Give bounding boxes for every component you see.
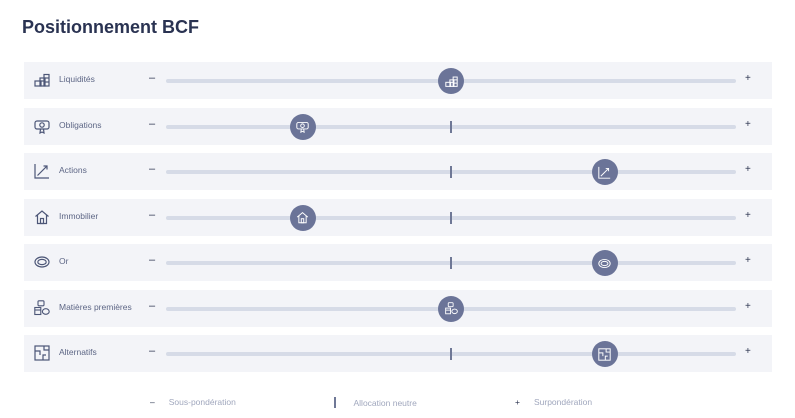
- coins-stack-icon: [444, 75, 458, 88]
- slider-knob[interactable]: [591, 250, 618, 276]
- legend-item-over: + Surpondération: [515, 397, 592, 407]
- minus-sign: –: [149, 208, 156, 221]
- plus-sign: +: [745, 164, 751, 175]
- plus-sign: +: [745, 73, 751, 84]
- legend: – Sous-pondération Allocation neutre + Sur…: [150, 397, 650, 411]
- plus-sign: +: [745, 346, 751, 357]
- allocation-row-immobilier: Immobilier – +: [24, 198, 772, 236]
- neutral-marker: [450, 211, 452, 224]
- slider-track: [166, 250, 736, 276]
- slider-knob[interactable]: [289, 113, 316, 140]
- bond-certificate-icon: [296, 120, 309, 133]
- neutral-marker: [450, 348, 452, 360]
- minus-sign: –: [149, 163, 156, 175]
- slider-track: [166, 204, 736, 231]
- slider-knob[interactable]: [438, 295, 464, 322]
- row-label: Alternatifs: [59, 347, 97, 357]
- minus-sign: –: [150, 397, 155, 407]
- slider-track: [166, 295, 736, 322]
- allocation-row-liquidites: Liquidités – +: [24, 62, 772, 99]
- slider-track: [166, 113, 736, 140]
- allocation-row-obligations: Obligations – +: [24, 107, 772, 145]
- slider-track: [166, 159, 736, 185]
- row-label: Immobilier: [59, 210, 99, 221]
- allocation-row-alternatifs: Alternatifs – +: [24, 335, 772, 372]
- neutral-marker: [450, 257, 452, 269]
- row-label: Actions: [59, 165, 87, 175]
- page-title: Positionnement BCF: [22, 17, 200, 37]
- slider-knob[interactable]: [438, 68, 464, 94]
- slider-track: [166, 68, 736, 94]
- row-label: Liquidités: [59, 74, 95, 84]
- neutral-marker: [450, 166, 452, 178]
- slider-knob[interactable]: [591, 159, 618, 185]
- neutral-marker: [450, 120, 452, 133]
- allocation-row-matieres-premieres: Matières premières – +: [24, 289, 772, 327]
- minus-sign: –: [149, 299, 156, 312]
- plus-sign: +: [745, 255, 751, 266]
- bond-certificate-icon: [34, 118, 50, 134]
- allocation-rows: Liquidités – + Obligations – + Actions –…: [24, 62, 772, 381]
- plus-sign: +: [745, 118, 751, 130]
- trend-up-icon: [34, 163, 50, 179]
- row-label: Matières premières: [59, 301, 132, 312]
- alternatives-icon: [598, 347, 612, 361]
- legend-label: Surpondération: [533, 397, 593, 407]
- trend-up-icon: [598, 166, 611, 179]
- plus-sign: +: [745, 300, 751, 312]
- neutral-marker: [334, 397, 336, 408]
- minus-sign: –: [149, 117, 156, 130]
- minus-sign: –: [149, 72, 156, 84]
- row-label: Obligations: [59, 119, 102, 130]
- house-icon: [34, 209, 50, 225]
- legend-item-under: – Sous-pondération: [150, 397, 236, 407]
- allocation-row-actions: Actions – +: [24, 153, 772, 190]
- commodities-icon: [444, 302, 458, 315]
- gold-ring-icon: [598, 257, 612, 270]
- coins-stack-icon: [34, 72, 50, 88]
- minus-sign: –: [149, 254, 156, 266]
- slider-track: [166, 341, 736, 367]
- legend-label: Allocation neutre: [353, 398, 417, 408]
- allocation-row-or: Or – +: [24, 244, 772, 281]
- legend-label: Sous-pondération: [168, 397, 236, 407]
- house-icon: [296, 211, 309, 224]
- plus-sign: +: [745, 209, 751, 221]
- slider-knob[interactable]: [289, 204, 316, 231]
- minus-sign: –: [149, 345, 156, 357]
- row-label: Or: [59, 256, 69, 266]
- commodities-icon: [34, 299, 50, 316]
- alternatives-icon: [34, 345, 50, 361]
- slider-knob[interactable]: [591, 341, 618, 367]
- legend-item-neutral: Allocation neutre: [334, 397, 417, 408]
- plus-sign: +: [515, 397, 520, 407]
- gold-ring-icon: [34, 254, 50, 270]
